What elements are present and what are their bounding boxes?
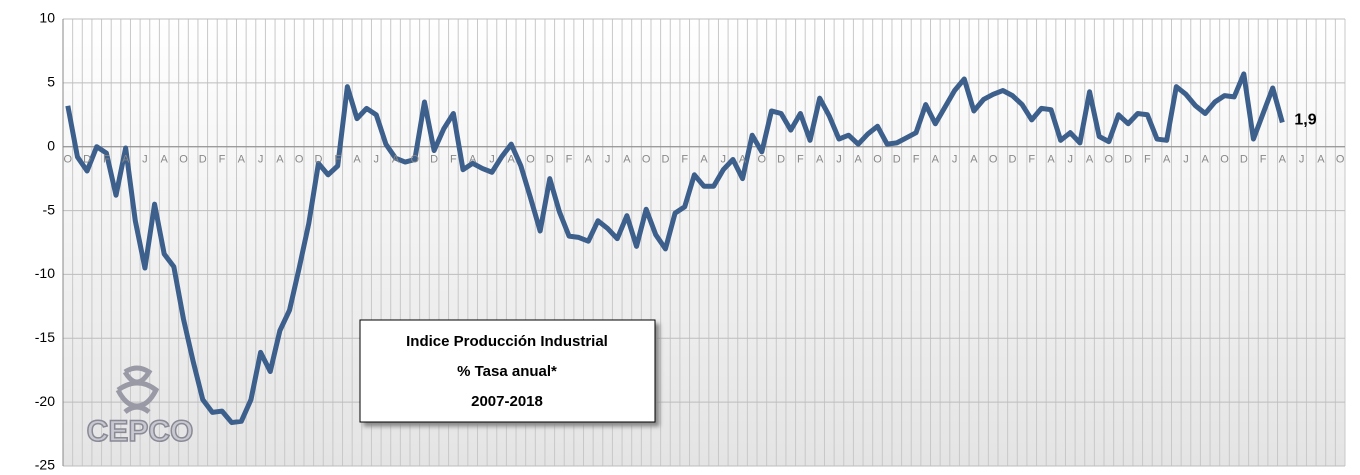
- x-tick-label: F: [450, 154, 457, 166]
- x-tick-label: O: [295, 154, 304, 166]
- x-tick-label: A: [353, 154, 361, 166]
- x-tick-label: A: [1202, 154, 1210, 166]
- x-tick-label: D: [777, 154, 785, 166]
- x-tick-label: D: [893, 154, 901, 166]
- x-tick-label: D: [546, 154, 554, 166]
- x-tick-label: J: [1068, 154, 1074, 166]
- x-tick-label: J: [489, 154, 495, 166]
- data-label: 1,9: [1294, 112, 1316, 129]
- x-tick-label: A: [238, 154, 246, 166]
- x-tick-label: O: [642, 154, 651, 166]
- x-tick-label: J: [952, 154, 958, 166]
- title-line: 2007-2018: [471, 393, 543, 410]
- title-line: % Tasa anual*: [457, 363, 557, 380]
- x-tick-label: A: [1086, 154, 1094, 166]
- x-tick-label: O: [411, 154, 420, 166]
- x-tick-label: A: [855, 154, 863, 166]
- x-tick-label: A: [161, 154, 169, 166]
- x-tick-label: A: [585, 154, 593, 166]
- x-tick-label: F: [681, 154, 688, 166]
- x-tick-label: F: [1260, 154, 1267, 166]
- x-tick-label: O: [989, 154, 998, 166]
- logo: CEPCO: [86, 365, 194, 449]
- x-tick-label: O: [526, 154, 535, 166]
- x-tick-label: O: [179, 154, 188, 166]
- x-tick-label: J: [836, 154, 842, 166]
- x-tick-label: O: [873, 154, 882, 166]
- x-tick-label: D: [83, 154, 91, 166]
- x-tick-label: A: [1279, 154, 1287, 166]
- x-tick-label: A: [1317, 154, 1325, 166]
- y-tick-label: -5: [43, 201, 56, 217]
- x-tick-label: F: [1028, 154, 1035, 166]
- x-tick-label: J: [142, 154, 148, 166]
- title-line: Indice Producción Industrial: [406, 333, 608, 350]
- x-tick-label: F: [219, 154, 226, 166]
- x-tick-label: A: [392, 154, 400, 166]
- y-tick-label: -10: [35, 265, 55, 281]
- x-tick-label: O: [1336, 154, 1345, 166]
- x-tick-label: A: [276, 154, 284, 166]
- x-tick-label: F: [1144, 154, 1151, 166]
- x-tick-label: O: [1220, 154, 1229, 166]
- x-tick-label: J: [605, 154, 611, 166]
- x-tick-label: J: [721, 154, 727, 166]
- x-tick-label: F: [797, 154, 804, 166]
- x-tick-label: D: [199, 154, 207, 166]
- y-tick-label: -20: [35, 393, 55, 409]
- x-tick-label: O: [64, 154, 73, 166]
- logo-emblem: [115, 365, 160, 415]
- x-tick-label: D: [314, 154, 322, 166]
- x-tick-label: D: [1008, 154, 1016, 166]
- x-tick-label: O: [1105, 154, 1114, 166]
- y-tick-label: 0: [47, 137, 55, 153]
- x-tick-label: A: [122, 154, 130, 166]
- y-tick-label: -25: [35, 457, 55, 473]
- x-tick-label: D: [1240, 154, 1248, 166]
- x-tick-label: F: [913, 154, 920, 166]
- x-tick-label: J: [1299, 154, 1305, 166]
- x-tick-label: A: [739, 154, 747, 166]
- x-tick-label: A: [1163, 154, 1171, 166]
- x-tick-label: A: [508, 154, 516, 166]
- x-tick-label: A: [700, 154, 708, 166]
- x-tick-label: A: [1047, 154, 1055, 166]
- x-tick-label: A: [932, 154, 940, 166]
- x-tick-label: F: [566, 154, 573, 166]
- logo-text: CEPCO: [87, 415, 194, 448]
- x-tick-label: D: [1124, 154, 1132, 166]
- x-tick-label: D: [430, 154, 438, 166]
- x-tick-label: J: [374, 154, 380, 166]
- x-tick-label: F: [103, 154, 110, 166]
- x-tick-label: F: [334, 154, 341, 166]
- title-box-frame: [359, 319, 656, 423]
- x-tick-label: A: [970, 154, 978, 166]
- y-tick-label: 5: [47, 74, 55, 90]
- x-tick-label: J: [1183, 154, 1189, 166]
- y-tick-label: 10: [39, 10, 55, 26]
- x-tick-label: A: [816, 154, 824, 166]
- title-box: Indice Producción Industrial % Tasa anua…: [359, 319, 656, 423]
- x-tick-label: D: [661, 154, 669, 166]
- marks: [65, 71, 1285, 426]
- x-tick-label: A: [469, 154, 477, 166]
- x-tick-label: J: [258, 154, 264, 166]
- plot-area: [63, 19, 1345, 466]
- y-tick-label: -15: [35, 329, 55, 345]
- x-tick-label: A: [623, 154, 631, 166]
- data-line: [65, 71, 1285, 426]
- x-tick-label: O: [758, 154, 767, 166]
